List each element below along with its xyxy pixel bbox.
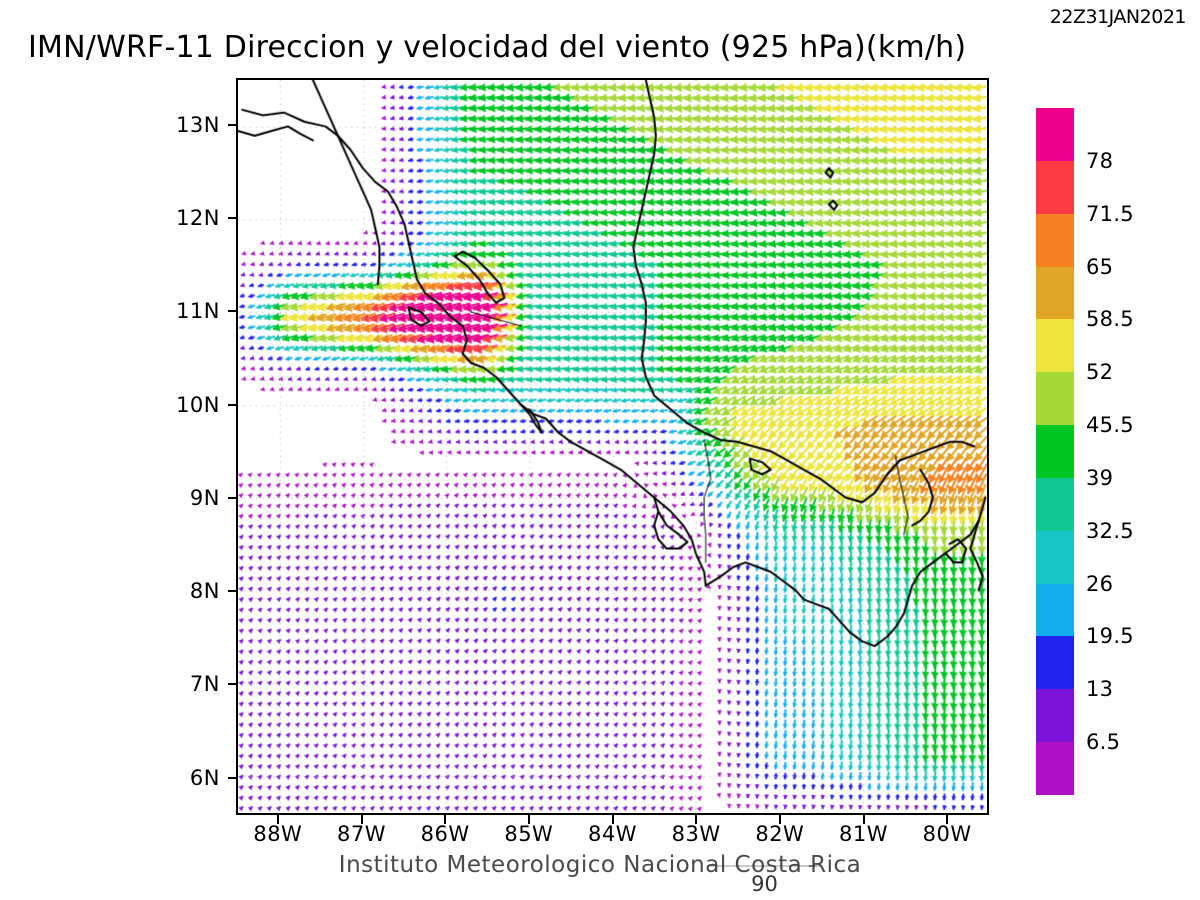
colorbar-band-1 [1036,160,1074,214]
coastline-overlay [238,80,987,813]
xtick-label-85W: 85W [504,822,554,846]
colorbar-label-65: 65 [1086,254,1114,279]
colorbar-band-10 [1036,636,1074,690]
colorbar-label-32.5: 32.5 [1086,518,1134,543]
xtick-label-80W: 80W [922,822,972,846]
colorbar-label-52: 52 [1086,360,1114,385]
ytick-mark-10N [228,403,238,406]
colorbar-label-78: 78 [1086,148,1114,173]
colorbar-band-12 [1036,742,1074,795]
colorbar-label-19.5: 19.5 [1086,624,1134,649]
speed-colorbar[interactable] [1036,108,1074,795]
xtick-label-86W: 86W [420,822,470,846]
ytick-label-9N: 9N [189,485,220,510]
ytick-label-11N: 11N [176,299,220,324]
colorbar-label-13: 13 [1086,677,1114,702]
chart-title: IMN/WRF-11 Direccion y velocidad del vie… [28,30,967,65]
colorbar-label-26: 26 [1086,571,1114,596]
xtick-mark-82W [778,815,781,824]
colorbar-label-45.5: 45.5 [1086,413,1134,438]
colorbar-band-9 [1036,583,1074,637]
colorbar-band-8 [1036,530,1074,584]
ytick-label-8N: 8N [189,579,220,604]
colorbar-band-6 [1036,425,1074,478]
colorbar-band-5 [1036,372,1074,426]
valid-timestamp: 22Z31JAN2021 [1049,6,1187,28]
ytick-mark-7N [228,683,238,686]
colorbar-band-2 [1036,213,1074,267]
ytick-mark-8N [228,590,238,593]
map-plot-area[interactable] [236,78,989,815]
reference-vector-arrow [707,865,822,867]
xtick-label-82W: 82W [755,822,805,846]
ytick-mark-13N [228,123,238,126]
xtick-label-87W: 87W [337,822,386,846]
ytick-mark-6N [228,776,238,779]
xtick-mark-84W [611,815,614,824]
ytick-mark-12N [228,216,238,219]
colorbar-band-0 [1036,108,1074,161]
ytick-label-7N: 7N [189,672,220,697]
ytick-mark-11N [228,310,238,313]
xtick-mark-85W [527,815,530,824]
ytick-label-12N: 12N [176,205,220,230]
institution-credit: Instituto Meteorologico Nacional Costa R… [338,852,862,878]
ytick-label-13N: 13N [176,112,220,137]
xtick-label-84W: 84W [588,822,637,846]
xtick-mark-87W [360,815,363,824]
ytick-label-6N: 6N [189,765,220,790]
colorbar-band-11 [1036,689,1074,743]
colorbar-label-39: 39 [1086,465,1114,490]
xtick-label-88W: 88W [253,822,303,846]
xtick-mark-88W [276,815,279,824]
colorbar-band-7 [1036,477,1074,531]
reference-vector-label: 90 [751,872,778,896]
xtick-mark-83W [695,815,698,824]
colorbar-band-4 [1036,319,1074,373]
xtick-mark-80W [946,815,949,824]
xtick-mark-81W [862,815,865,824]
xtick-label-81W: 81W [839,822,888,846]
colorbar-band-3 [1036,266,1074,320]
ytick-mark-9N [228,496,238,499]
ytick-label-10N: 10N [176,392,220,417]
colorbar-label-58.5: 58.5 [1086,307,1134,332]
xtick-mark-86W [444,815,447,824]
colorbar-label-71.5: 71.5 [1086,201,1134,226]
colorbar-label-6.5: 6.5 [1086,730,1121,755]
xtick-label-83W: 83W [671,822,721,846]
